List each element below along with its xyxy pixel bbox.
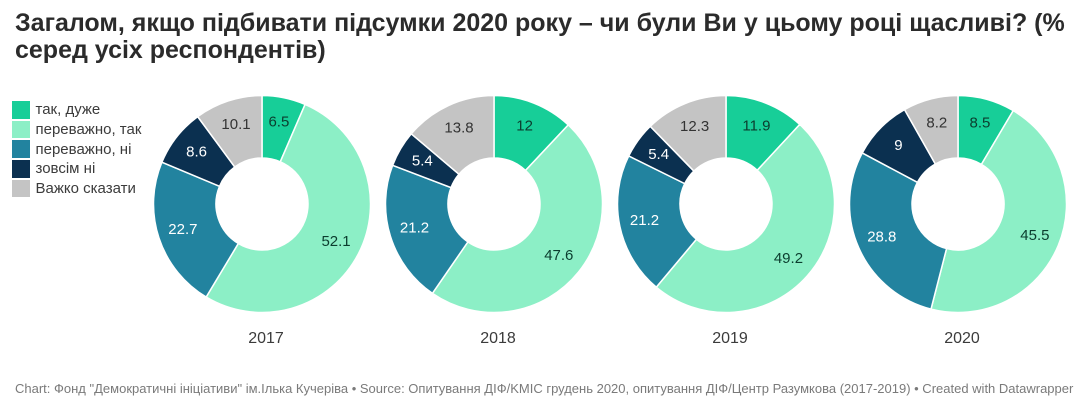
svg-text:8.5: 8.5 [970,115,991,132]
svg-text:5.4: 5.4 [412,153,433,170]
svg-text:12.3: 12.3 [680,118,709,135]
svg-text:21.2: 21.2 [400,220,429,237]
svg-text:8.6: 8.6 [186,144,207,161]
svg-text:52.1: 52.1 [321,233,350,250]
svg-text:13.8: 13.8 [444,119,473,136]
svg-text:21.2: 21.2 [630,212,659,229]
svg-text:49.2: 49.2 [774,250,803,267]
svg-text:6.5: 6.5 [268,113,289,130]
svg-text:47.6: 47.6 [544,247,573,264]
svg-text:8.2: 8.2 [926,114,947,131]
svg-text:12: 12 [516,118,533,135]
svg-text:45.5: 45.5 [1020,227,1049,244]
svg-text:5.4: 5.4 [648,146,669,163]
svg-text:10.1: 10.1 [221,116,250,133]
svg-text:9: 9 [894,137,902,154]
svg-text:22.7: 22.7 [168,221,197,238]
svg-text:28.8: 28.8 [867,229,896,246]
svg-text:11.9: 11.9 [742,117,770,134]
